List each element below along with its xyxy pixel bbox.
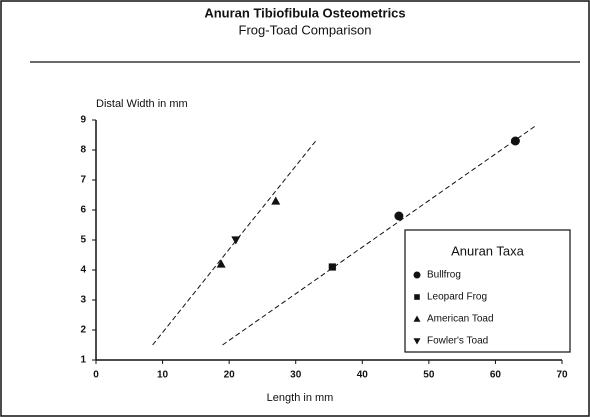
x-tick-label: 10 <box>157 370 169 381</box>
x-tick-label: 0 <box>93 370 99 381</box>
y-tick-label: 4 <box>80 265 86 276</box>
x-tick-label: 60 <box>490 370 502 381</box>
x-tick-label: 40 <box>357 370 369 381</box>
y-tick-label: 5 <box>80 235 86 246</box>
legend-marker <box>413 338 421 345</box>
x-tick-label: 70 <box>556 370 568 381</box>
legend-label: American Toad <box>427 314 494 325</box>
legend-marker <box>413 315 421 322</box>
legend-title: Anuran Taxa <box>451 243 525 258</box>
marker <box>510 136 520 146</box>
y-tick-label: 7 <box>80 175 86 186</box>
y-tick-label: 8 <box>80 145 86 156</box>
legend-marker <box>414 294 420 300</box>
marker <box>271 196 281 205</box>
x-tick-label: 30 <box>290 370 302 381</box>
legend-label: Leopard Frog <box>427 292 487 303</box>
marker <box>231 236 241 245</box>
y-tick-label: 1 <box>80 355 86 366</box>
chart-subtitle: Frog-Toad Comparison <box>239 22 372 37</box>
x-tick-label: 50 <box>423 370 435 381</box>
legend-marker <box>413 271 421 279</box>
legend-box <box>404 229 571 353</box>
chart-title: Anuran Tibiofibula Osteometrics <box>204 5 405 20</box>
x-axis-label: Length in mm <box>267 392 334 404</box>
legend-label: Bullfrog <box>427 270 461 281</box>
y-tick-label: 2 <box>80 325 86 336</box>
marker <box>394 211 404 221</box>
trend-line <box>152 140 317 346</box>
legend-label: Fowler's Toad <box>427 336 488 347</box>
x-tick-label: 20 <box>224 370 236 381</box>
y-tick-label: 9 <box>80 115 86 126</box>
marker <box>328 263 336 271</box>
y-axis-label: Distal Width in mm <box>96 98 188 110</box>
y-tick-label: 3 <box>80 295 86 306</box>
y-tick-label: 6 <box>80 205 86 216</box>
marker <box>216 259 226 268</box>
